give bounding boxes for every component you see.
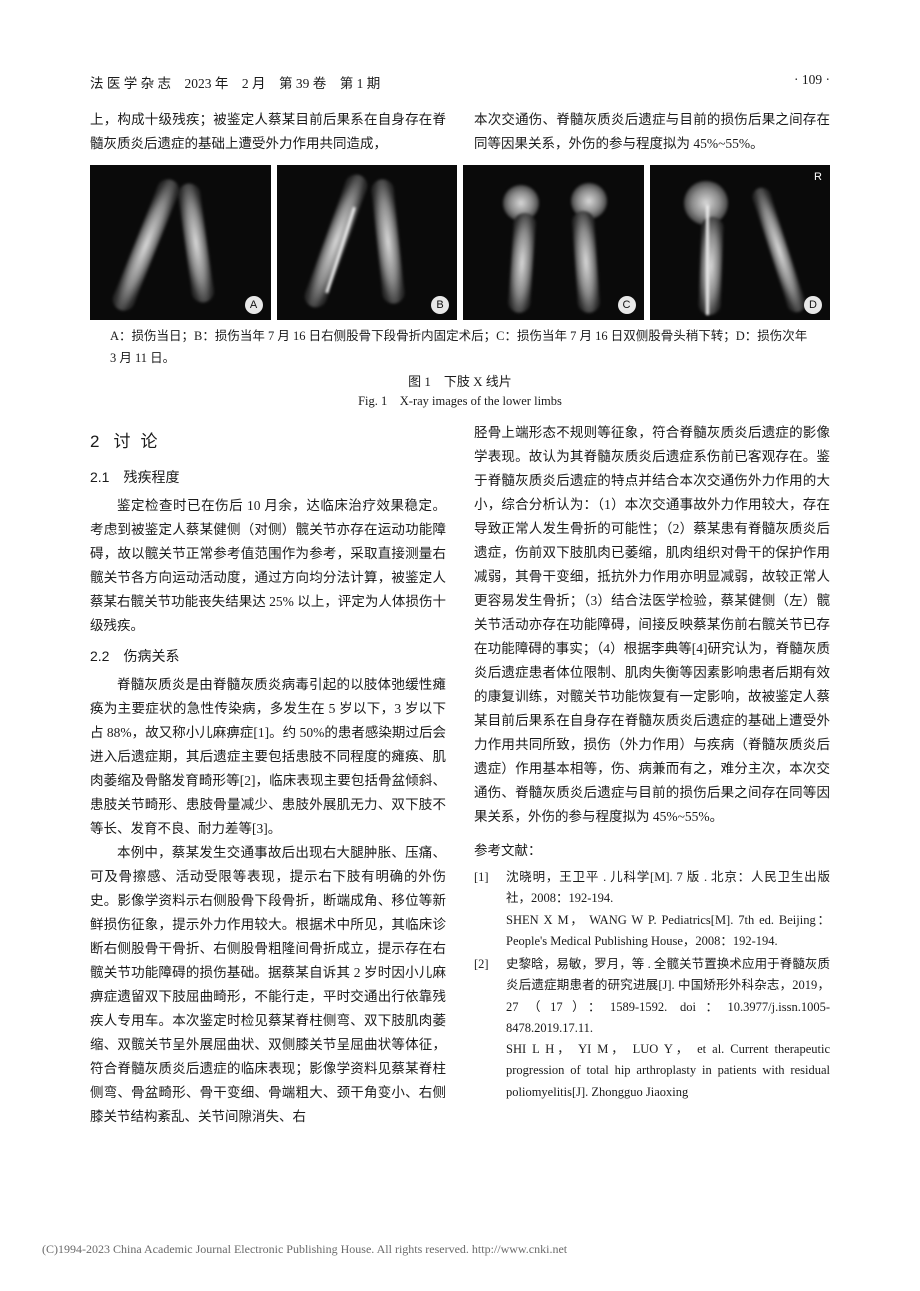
right-column: 胫骨上端形态不规则等征象，符合脊髓灰质炎后遗症的影像学表现。故认为其脊髓灰质炎后… (474, 421, 830, 1129)
section-2-num: 2 (90, 432, 99, 451)
ref-2-en: SHI L H， YI M， LUO Y， et al. Current the… (506, 1042, 830, 1099)
xray-panel-a: A (90, 165, 271, 320)
journal-issue: 法 医 学 杂 志 2023 年 2 月 第 39 卷 第 1 期 (90, 72, 380, 92)
sub21-num: 2.1 (90, 469, 109, 485)
para-2-1: 鉴定检查时已在伤后 10 月余，达临床治疗效果稳定。考虑到被鉴定人蔡某健侧（对侧… (90, 494, 446, 638)
figure-panel-caption: A：损伤当日；B：损伤当年 7 月 16 日右侧股骨下段骨折内固定术后；C：损伤… (110, 326, 810, 369)
ref-1-en: SHEN X M， WANG W P. Pediatrics[M]. 7th e… (506, 913, 830, 948)
intro-left: 上，构成十级残疾；被鉴定人蔡某目前后果系在自身存在脊髓灰质炎后遗症的基础上遭受外… (90, 108, 446, 155)
xray-panel-c: C (463, 165, 644, 320)
intro-right: 本次交通伤、脊髓灰质炎后遗症与目前的损伤后果之间存在同等因果关系，外伤的参与程度… (474, 108, 830, 155)
section-2-heading: 2 讨论 (90, 427, 446, 457)
panel-label-a: A (245, 296, 263, 314)
subsection-2-2-heading: 2.2 伤病关系 (90, 644, 446, 669)
figure-1-panels: A B C R D (90, 165, 830, 320)
figure-title-cn: 图 1 下肢 X 线片 (90, 371, 830, 390)
panel-label-b: B (431, 296, 449, 314)
xray-panel-d: R D (650, 165, 831, 320)
reference-1: [1] 沈晓明，王卫平 . 儿科学[M]. 7 版 . 北京：人民卫生出版社，2… (474, 867, 830, 952)
para-2-2a: 脊髓灰质炎是由脊髓灰质炎病毒引起的以肢体弛缓性瘫痪为主要症状的急性传染病，多发生… (90, 673, 446, 841)
sub22-title: 伤病关系 (123, 648, 179, 664)
para-2-2b: 本例中，蔡某发生交通事故后出现右大腿肿胀、压痛、可及骨擦感、活动受限等表现，提示… (90, 841, 446, 1129)
page-number: · 109 · (794, 72, 830, 92)
sub21-title: 残疾程度 (123, 469, 179, 485)
page-footer: (C)1994-2023 China Academic Journal Elec… (0, 1242, 920, 1257)
left-column: 2 讨论 2.1 残疾程度 鉴定检查时已在伤后 10 月余，达临床治疗效果稳定。考… (90, 421, 446, 1129)
sub22-num: 2.2 (90, 648, 109, 664)
body-columns: 2 讨论 2.1 残疾程度 鉴定检查时已在伤后 10 月余，达临床治疗效果稳定。考… (90, 421, 830, 1129)
intro-continuation: 上，构成十级残疾；被鉴定人蔡某目前后果系在自身存在脊髓灰质炎后遗症的基础上遭受外… (90, 108, 830, 155)
panel-label-d: D (804, 296, 822, 314)
section-2-title: 讨论 (113, 432, 167, 451)
para-right-continuation: 胫骨上端形态不规则等征象，符合脊髓灰质炎后遗症的影像学表现。故认为其脊髓灰质炎后… (474, 421, 830, 829)
subsection-2-1-heading: 2.1 残疾程度 (90, 465, 446, 490)
reference-2: [2] 史黎晗，易敏，罗月，等 . 全髋关节置换术应用于脊髓灰质炎后遗症期患者的… (474, 954, 830, 1103)
r-side-marker: R (814, 171, 822, 183)
ref-1-cn: 沈晓明，王卫平 . 儿科学[M]. 7 版 . 北京：人民卫生出版社，2008：… (506, 870, 830, 905)
ref-2-num: [2] (474, 954, 506, 1103)
running-head: 法 医 学 杂 志 2023 年 2 月 第 39 卷 第 1 期 · 109 … (90, 72, 830, 92)
panel-label-c: C (618, 296, 636, 314)
references-heading: 参考文献： (474, 839, 830, 863)
figure-title-en: Fig. 1 X-ray images of the lower limbs (90, 390, 830, 409)
xray-panel-b: B (277, 165, 458, 320)
ref-1-num: [1] (474, 867, 506, 952)
ref-2-cn: 史黎晗，易敏，罗月，等 . 全髋关节置换术应用于脊髓灰质炎后遗症期患者的研究进展… (506, 957, 830, 1035)
